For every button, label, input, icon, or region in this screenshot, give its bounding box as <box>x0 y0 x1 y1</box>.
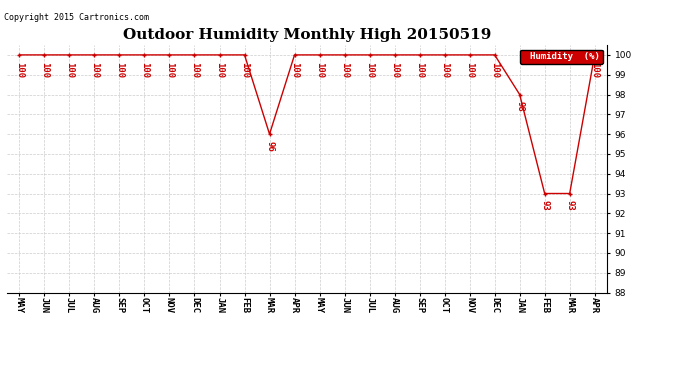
Text: 100: 100 <box>165 62 174 78</box>
Text: 100: 100 <box>215 62 224 78</box>
Text: 100: 100 <box>465 62 474 78</box>
Text: 100: 100 <box>140 62 149 78</box>
Text: 100: 100 <box>15 62 24 78</box>
Text: 100: 100 <box>490 62 499 78</box>
Text: 93: 93 <box>540 201 549 211</box>
Text: 100: 100 <box>590 62 599 78</box>
Title: Outdoor Humidity Monthly High 20150519: Outdoor Humidity Monthly High 20150519 <box>123 28 491 42</box>
Text: 98: 98 <box>515 102 524 112</box>
Text: 93: 93 <box>565 201 574 211</box>
Text: 96: 96 <box>265 141 274 152</box>
Text: 100: 100 <box>40 62 49 78</box>
Text: 100: 100 <box>315 62 324 78</box>
Text: 100: 100 <box>365 62 374 78</box>
Text: 100: 100 <box>390 62 399 78</box>
Legend: Humidity  (%): Humidity (%) <box>520 50 602 64</box>
Text: 100: 100 <box>290 62 299 78</box>
Text: 100: 100 <box>440 62 449 78</box>
Text: Copyright 2015 Cartronics.com: Copyright 2015 Cartronics.com <box>4 13 149 22</box>
Text: 100: 100 <box>65 62 74 78</box>
Text: 100: 100 <box>90 62 99 78</box>
Text: 100: 100 <box>415 62 424 78</box>
Text: 100: 100 <box>115 62 124 78</box>
Text: 100: 100 <box>190 62 199 78</box>
Text: 100: 100 <box>240 62 249 78</box>
Text: 100: 100 <box>340 62 349 78</box>
